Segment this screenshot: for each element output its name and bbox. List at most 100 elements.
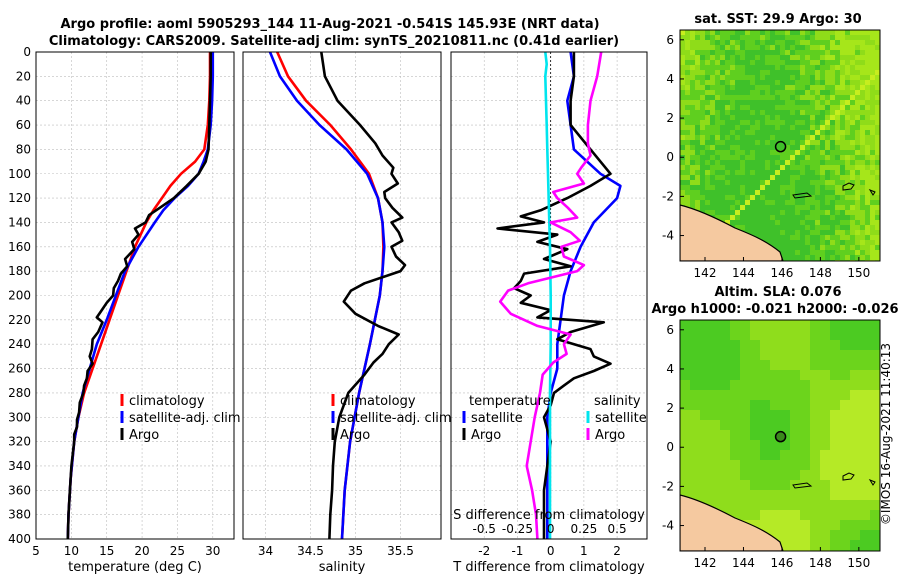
sst-cell — [750, 225, 755, 230]
sst-cell — [780, 160, 785, 165]
sst-cell — [815, 250, 820, 255]
sst-cell — [810, 190, 815, 195]
sst-cell — [770, 80, 775, 85]
sst-cell — [740, 160, 745, 165]
sst-cell — [760, 55, 765, 60]
sla-cell — [740, 320, 750, 330]
sst-cell — [715, 125, 720, 130]
sst-cell — [730, 50, 735, 55]
legend2-climatology: climatology — [340, 394, 416, 409]
sla-cell — [720, 440, 730, 450]
sst-cell — [810, 60, 815, 65]
sst-cell — [875, 115, 880, 120]
sst-cell — [835, 65, 840, 70]
sst-cell — [810, 235, 815, 240]
sst-cell — [690, 75, 695, 80]
sst-cell — [785, 45, 790, 50]
sst-cell — [705, 70, 710, 75]
sla-cell — [750, 340, 760, 350]
sla-cell — [750, 470, 760, 480]
sla-cell — [770, 360, 780, 370]
sst-cell — [840, 30, 845, 35]
sst-cell — [870, 85, 875, 90]
map-y-tick-label: 4 — [666, 72, 674, 86]
y-tick-label: 120 — [8, 191, 31, 205]
sst-cell — [790, 145, 795, 150]
sla-cell — [720, 490, 730, 500]
sst-cell — [735, 185, 740, 190]
sst-cell — [805, 110, 810, 115]
sst-cell — [695, 35, 700, 40]
sst-cell — [755, 205, 760, 210]
sst-cell — [830, 30, 835, 35]
sla-cell — [730, 330, 740, 340]
sla-cell — [710, 440, 720, 450]
sst-cell — [795, 130, 800, 135]
sla-cell — [830, 440, 840, 450]
sst-cell — [865, 85, 870, 90]
sst-cell — [815, 125, 820, 130]
sst-cell — [805, 220, 810, 225]
sst-cell — [685, 120, 690, 125]
sst-cell — [835, 130, 840, 135]
sst-cell — [785, 145, 790, 150]
sst-cell — [825, 85, 830, 90]
sst-cell — [820, 250, 825, 255]
sst-cell — [695, 65, 700, 70]
sst-cell — [830, 245, 835, 250]
difference-legend: temperature satellite Argo salinity sate… — [462, 394, 647, 443]
sla-cell — [700, 400, 710, 410]
sst-cell — [850, 95, 855, 100]
sst-cell — [725, 40, 730, 45]
sst-cell — [760, 110, 765, 115]
sla-cell — [710, 500, 720, 510]
sst-cell — [810, 160, 815, 165]
sst-cell — [755, 150, 760, 155]
salinity-lines — [268, 51, 407, 540]
sst-cell — [745, 60, 750, 65]
sst-cell — [835, 215, 840, 220]
sst-cell — [715, 205, 720, 210]
sst-cell — [875, 190, 880, 195]
sst-cell — [760, 145, 765, 150]
sla-cell — [790, 440, 800, 450]
sst-cell — [875, 215, 880, 220]
sst-cell — [860, 210, 865, 215]
sst-cell — [785, 130, 790, 135]
sla-cell — [760, 410, 770, 420]
sst-cell — [860, 115, 865, 120]
sst-cell — [815, 255, 820, 260]
sst-cell — [690, 50, 695, 55]
sla-cell — [800, 530, 810, 540]
sst-cell — [875, 80, 880, 85]
sst-cell — [760, 105, 765, 110]
sst-cell — [720, 80, 725, 85]
sst-cell — [865, 220, 870, 225]
sst-cell — [770, 205, 775, 210]
sst-cell — [805, 240, 810, 245]
sla-cell — [770, 500, 780, 510]
sst-cell — [750, 100, 755, 105]
sla-cell — [690, 460, 700, 470]
sst-cell — [800, 240, 805, 245]
sla-cell — [800, 490, 810, 500]
sla-cell — [710, 410, 720, 420]
sst-cell — [800, 130, 805, 135]
sst-cell — [795, 235, 800, 240]
sst-cell — [790, 115, 795, 120]
sst-cell — [850, 50, 855, 55]
sla-cell — [820, 380, 830, 390]
sst-cell — [825, 170, 830, 175]
sst-cell — [685, 140, 690, 145]
sst-cell — [835, 245, 840, 250]
sla-cell — [780, 440, 790, 450]
sst-cell — [875, 75, 880, 80]
sst-cell — [740, 125, 745, 130]
sst-cell — [845, 145, 850, 150]
sst-cell — [785, 210, 790, 215]
sst-cell — [785, 50, 790, 55]
sst-cell — [775, 215, 780, 220]
sst-cell — [745, 115, 750, 120]
sst-cell — [855, 125, 860, 130]
salinity-xlabel: salinity — [319, 560, 366, 575]
